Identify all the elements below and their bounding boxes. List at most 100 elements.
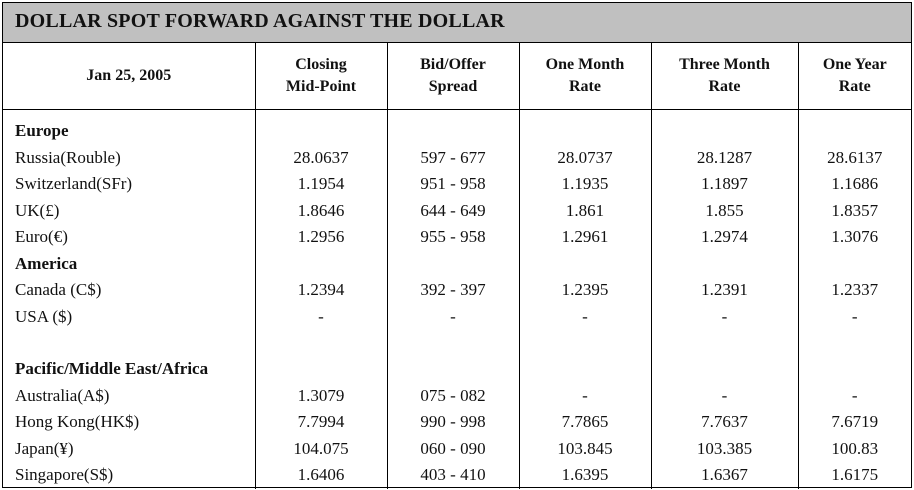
closing-mid-point-cell: 28.0637 bbox=[254, 144, 387, 171]
three-month-rate-cell: - bbox=[650, 382, 798, 409]
three-month-rate-cell bbox=[650, 330, 798, 356]
one-year-rate-cell bbox=[797, 330, 911, 356]
one-month-rate-cell: 1.1935 bbox=[518, 171, 651, 198]
currency-row: Australia(A$) 1.3079 075 - 082- - - bbox=[3, 382, 911, 409]
table-body: Europe Russia(Rouble) 28.0637 597 - 677 28.0… bbox=[3, 109, 911, 489]
one-year-rate-cell: 1.1686 bbox=[797, 171, 911, 198]
one-month-rate-cell bbox=[518, 109, 651, 145]
three-month-rate-cell: 1.6367 bbox=[650, 462, 798, 489]
three-month-rate-cell: 103.385 bbox=[650, 435, 798, 462]
one-year-rate-cell: 1.3076 bbox=[797, 224, 911, 251]
one-year-rate-cell bbox=[797, 356, 911, 383]
one-month-rate-cell: 1.2395 bbox=[518, 277, 651, 304]
one-year-rate-cell: - bbox=[797, 382, 911, 409]
currency-label: Canada (C$) bbox=[15, 280, 102, 300]
currency-row: Canada (C$) 1.2394 392 - 397 1.2395 1.2391 1.… bbox=[3, 277, 911, 304]
title-bar: DOLLAR SPOT FORWARD AGAINST THE DOLLAR bbox=[3, 3, 911, 43]
region-label: Pacific/Middle East/Africa bbox=[15, 359, 209, 379]
currency-row: Hong Kong(HK$) 7.7994 990 - 998 7.7865 7.763… bbox=[3, 409, 911, 436]
three-month-rate-cell bbox=[650, 250, 798, 277]
one-year-rate-cell: 100.83 bbox=[797, 435, 911, 462]
one-year-rate-cell bbox=[797, 109, 911, 145]
bid-offer-spread-cell bbox=[386, 356, 519, 383]
three-month-rate-cell: 1.855 bbox=[650, 197, 798, 224]
currency-row: USA ($) - - - - - bbox=[3, 303, 911, 330]
bid-offer-spread-cell: 075 - 082 bbox=[386, 382, 519, 409]
bid-offer-spread-cell bbox=[386, 109, 519, 145]
bid-offer-spread-cell: 951 - 958 bbox=[386, 171, 519, 198]
one-year-rate-cell: - bbox=[797, 303, 911, 330]
closing-mid-point-cell: 104.075 bbox=[254, 435, 387, 462]
currency-label: Switzerland(SFr) bbox=[15, 174, 133, 194]
currency-row: Japan(¥) 104.075 060 - 090 103.845 103.385 10… bbox=[3, 435, 911, 462]
header-bid-offer-spread: Bid/Offer Spread bbox=[386, 43, 519, 110]
currency-label: Australia(A$) bbox=[15, 385, 110, 405]
spacer-row bbox=[3, 330, 911, 356]
bid-offer-spread-cell bbox=[386, 330, 519, 356]
bid-offer-spread-cell: 955 - 958 bbox=[386, 224, 519, 251]
closing-mid-point-cell: 1.6406 bbox=[254, 462, 387, 489]
one-month-rate-cell: 28.0737 bbox=[518, 144, 651, 171]
bid-offer-spread-cell: 990 - 998 bbox=[386, 409, 519, 436]
group-header-row: America bbox=[3, 250, 911, 277]
one-year-rate-cell: 1.6175 bbox=[797, 462, 911, 489]
header-closing-mid-point: Closing Mid-Point bbox=[254, 43, 387, 110]
bid-offer-spread-cell bbox=[386, 250, 519, 277]
closing-mid-point-cell: 1.3079 bbox=[254, 382, 387, 409]
three-month-rate-cell: 7.7637 bbox=[650, 409, 798, 436]
one-month-rate-cell bbox=[518, 250, 651, 277]
currency-label: USA ($) bbox=[15, 306, 73, 326]
closing-mid-point-cell bbox=[254, 356, 387, 383]
one-month-rate-cell: 7.7865 bbox=[518, 409, 651, 436]
three-month-rate-cell: - bbox=[650, 303, 798, 330]
group-header-row: Europe bbox=[3, 109, 911, 145]
header-row: Jan 25, 2005 Closing Mid-Point Bid/Offer… bbox=[3, 43, 911, 110]
one-month-rate-cell bbox=[518, 330, 651, 356]
closing-mid-point-cell: 1.2956 bbox=[254, 224, 387, 251]
one-month-rate-cell: - bbox=[518, 303, 651, 330]
region-label: Europe bbox=[15, 121, 69, 141]
currency-row: Switzerland(SFr) 1.1954 951 - 958 1.1935 1.1… bbox=[3, 171, 911, 198]
one-year-rate-cell: 1.8357 bbox=[797, 197, 911, 224]
closing-mid-point-cell bbox=[254, 250, 387, 277]
three-month-rate-cell: 28.1287 bbox=[650, 144, 798, 171]
three-month-rate-cell bbox=[650, 109, 798, 145]
closing-mid-point-cell: 1.2394 bbox=[254, 277, 387, 304]
region-label: America bbox=[15, 253, 78, 273]
currency-label: UK(£) bbox=[15, 200, 60, 220]
three-month-rate-cell: 1.2391 bbox=[650, 277, 798, 304]
currency-label bbox=[3, 330, 255, 356]
one-year-rate-cell bbox=[797, 250, 911, 277]
closing-mid-point-cell: 7.7994 bbox=[254, 409, 387, 436]
three-month-rate-cell bbox=[650, 356, 798, 383]
group-header-row: Pacific/Middle East/Africa bbox=[3, 356, 911, 383]
currency-label: Hong Kong(HK$) bbox=[15, 412, 140, 432]
one-year-rate-cell: 1.2337 bbox=[797, 277, 911, 304]
bid-offer-spread-cell: 392 - 397 bbox=[386, 277, 519, 304]
currency-label: Euro(€) bbox=[15, 227, 68, 247]
one-month-rate-cell: 1.6395 bbox=[518, 462, 651, 489]
one-year-rate-cell: 7.6719 bbox=[797, 409, 911, 436]
one-month-rate-cell bbox=[518, 356, 651, 383]
header-one-year-rate: One Year Rate bbox=[797, 43, 911, 110]
closing-mid-point-cell: 1.8646 bbox=[254, 197, 387, 224]
one-year-rate-cell: 28.6137 bbox=[797, 144, 911, 171]
header-date: Jan 25, 2005 bbox=[3, 43, 255, 110]
bid-offer-spread-cell: - bbox=[386, 303, 519, 330]
closing-mid-point-cell: 1.1954 bbox=[254, 171, 387, 198]
currency-row: Euro(€) 1.2956 955 - 958 1.2961 1.2974 1.3076 bbox=[3, 224, 911, 251]
bid-offer-spread-cell: 060 - 090 bbox=[386, 435, 519, 462]
currency-row: Russia(Rouble) 28.0637 597 - 677 28.0737 28.… bbox=[3, 144, 911, 171]
currency-row: UK(£) 1.8646 644 - 649 1.861 1.855 1.8357 bbox=[3, 197, 911, 224]
currency-row: Singapore(S$) 1.6406 403 - 410 1.6395 1.6367… bbox=[3, 462, 911, 489]
one-month-rate-cell: 1.861 bbox=[518, 197, 651, 224]
forward-rates-table: Jan 25, 2005 Closing Mid-Point Bid/Offer… bbox=[3, 43, 911, 489]
one-month-rate-cell: 1.2961 bbox=[518, 224, 651, 251]
table-title: DOLLAR SPOT FORWARD AGAINST THE DOLLAR bbox=[15, 10, 505, 32]
one-month-rate-cell: 103.845 bbox=[518, 435, 651, 462]
three-month-rate-cell: 1.2974 bbox=[650, 224, 798, 251]
bid-offer-spread-cell: 403 - 410 bbox=[386, 462, 519, 489]
bid-offer-spread-cell: 644 - 649 bbox=[386, 197, 519, 224]
bid-offer-spread-cell: 597 - 677 bbox=[386, 144, 519, 171]
